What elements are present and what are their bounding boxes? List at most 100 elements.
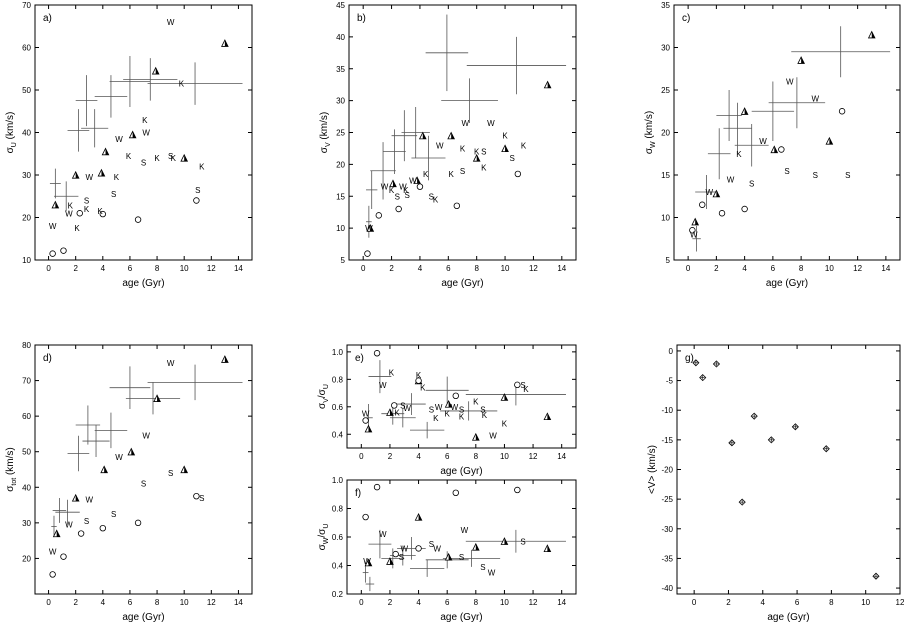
y-tick-label: 40 xyxy=(22,129,31,138)
letter-point: W xyxy=(400,544,408,553)
y-tick-label: 20 xyxy=(22,554,31,563)
letter-point: S xyxy=(429,406,434,415)
x-tick-label: 12 xyxy=(207,264,216,273)
letter-point: K xyxy=(179,80,185,89)
triangle-point-fill xyxy=(418,513,422,521)
letter-point: W xyxy=(409,176,417,185)
triangle-point-fill xyxy=(131,448,135,455)
x-tick-label: 2 xyxy=(726,598,731,607)
y-tick-label: -15 xyxy=(661,436,673,445)
y-tick-label: 25 xyxy=(661,86,670,95)
x-axis-label: age (Gyr) xyxy=(766,278,808,289)
triangle-point-fill xyxy=(476,154,480,162)
y-tick-label: 40 xyxy=(22,483,31,492)
plot-frame xyxy=(348,4,577,261)
triangle-point-fill xyxy=(368,559,372,566)
y-tick-label: 30 xyxy=(22,519,31,528)
x-tick-label: 0 xyxy=(686,264,691,273)
y-tick-label: 45 xyxy=(336,1,345,10)
panel-label: g) xyxy=(685,353,694,364)
triangle-point-fill xyxy=(132,131,136,138)
letter-point: K xyxy=(481,164,487,173)
x-tick-label: 14 xyxy=(557,452,566,461)
x-tick-label: 6 xyxy=(795,598,800,607)
circle-point xyxy=(453,202,461,210)
circle-point xyxy=(60,247,67,254)
circle-point xyxy=(60,553,67,560)
y-tick-label: 0.6 xyxy=(332,533,344,542)
y-tick-label: 15 xyxy=(336,192,345,201)
x-tick-label: 0 xyxy=(359,452,364,461)
panel-c: 0 2 4 6 8 10 12 14 5 10 15 20 25 30 35 c) age (Gyr) σW (k… xyxy=(644,1,901,289)
y-tick-label: 60 xyxy=(22,412,31,421)
triangle-point-fill xyxy=(56,530,60,537)
letter-point: K xyxy=(154,154,160,163)
circle-point xyxy=(514,486,521,494)
letter-point: K xyxy=(473,397,479,406)
letter-point: W xyxy=(365,224,373,233)
letter-point: S xyxy=(84,197,89,206)
triangle-point-fill xyxy=(75,171,79,179)
x-tick-label: 14 xyxy=(234,598,243,607)
y-tick-label: 0.2 xyxy=(332,590,344,599)
triangle-point-fill xyxy=(368,425,372,432)
circle-point xyxy=(514,170,522,178)
letter-point: S xyxy=(429,192,434,201)
triangle-point-fill xyxy=(829,137,833,145)
x-tick-label: 8 xyxy=(474,598,479,607)
triangle-point-fill xyxy=(155,67,159,75)
y-axis-label: σtot (km/s) xyxy=(5,447,18,492)
panel-label: f) xyxy=(355,488,361,499)
triangle-point-fill xyxy=(871,31,875,38)
letter-point: K xyxy=(68,202,74,211)
x-tick-label: 2 xyxy=(714,264,719,273)
letter-point: W xyxy=(399,183,407,192)
letter-point: W xyxy=(462,119,470,128)
x-tick-label: 2 xyxy=(388,452,393,461)
letter-point: K xyxy=(482,411,488,420)
triangle-point-fill xyxy=(224,40,229,47)
circle-point xyxy=(49,250,56,257)
letter-point: W xyxy=(363,557,371,566)
y-tick-label: 10 xyxy=(661,214,670,223)
letter-point: S xyxy=(520,537,525,546)
letter-point: K xyxy=(736,150,742,159)
letter-point: K xyxy=(142,116,148,125)
x-axis-label: age (Gyr) xyxy=(122,278,164,289)
x-tick-label: 0 xyxy=(359,598,364,607)
x-tick-label: 6 xyxy=(771,264,776,273)
y-tick-label: 35 xyxy=(661,1,670,10)
letter-point: W xyxy=(436,141,444,150)
panel-label: a) xyxy=(43,13,52,24)
triangle-point-fill xyxy=(475,433,480,441)
letter-point: K xyxy=(521,141,527,150)
x-tick-label: 14 xyxy=(557,264,566,273)
letter-point: S xyxy=(813,171,818,180)
circle-point xyxy=(99,210,107,218)
letter-point: W xyxy=(461,526,469,535)
letter-point: K xyxy=(389,368,395,377)
y-tick-label: 50 xyxy=(22,448,31,457)
letter-point: W xyxy=(115,453,123,462)
panel-label: b) xyxy=(357,13,366,24)
circle-point xyxy=(699,201,706,208)
x-tick-label: 8 xyxy=(829,598,834,607)
panel-a: 0 2 4 6 8 10 12 14 10 20 30 40 50 60 70 a) age (Gyr) σU (… xyxy=(5,1,253,289)
x-tick-label: 12 xyxy=(896,598,904,607)
y-tick-label: 0.8 xyxy=(332,505,344,514)
x-tick-label: 0 xyxy=(361,264,366,273)
triangle-point-fill xyxy=(774,146,778,153)
letter-point: S xyxy=(509,154,514,163)
x-tick-label: 14 xyxy=(234,264,243,273)
triangle-point-fill xyxy=(744,108,748,115)
y-tick-label: 1.0 xyxy=(332,476,344,485)
plot-frame xyxy=(34,344,253,595)
plot-frame xyxy=(346,344,577,449)
y-axis-label: σW (km/s) xyxy=(644,111,657,154)
triangle-point-fill xyxy=(75,494,79,502)
y-tick-label: 30 xyxy=(661,44,670,53)
x-tick-label: 4 xyxy=(761,598,766,607)
letter-point: S xyxy=(749,180,754,189)
circle-point xyxy=(838,108,846,115)
y-tick-label: 20 xyxy=(661,129,670,138)
